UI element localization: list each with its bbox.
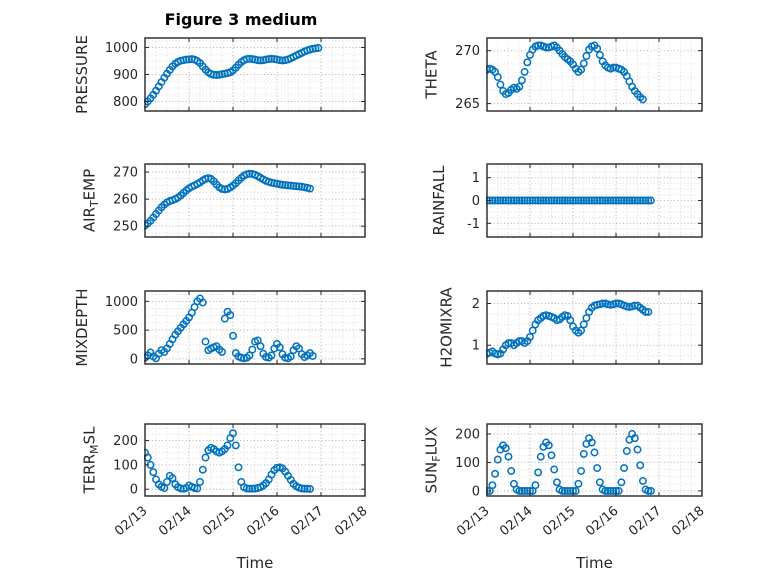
subplot-theta: 265 270 THETA — [423, 37, 703, 112]
x-tick-label: 02/13 — [112, 504, 150, 540]
x-tick-label: 02/18 — [332, 504, 370, 540]
y-tick-label: 900 — [113, 68, 138, 83]
x-tick-label: 02/14 — [156, 504, 194, 540]
subplot-h2omixra: 1 2 H2OMIXRA — [438, 287, 703, 368]
subplot-mixdepth: 0 500 1000 MIXDEPTH — [73, 288, 366, 367]
x-tick-label: 02/16 — [244, 504, 282, 540]
x-tick-label: 02/13 — [454, 504, 492, 540]
figure-title: Figure 3 medium — [164, 10, 318, 29]
y-axis-label-pressure: PRESSURE — [73, 35, 91, 114]
x-tick-label: 02/16 — [583, 504, 621, 540]
subplot-rainfall: -1 0 1 RAINFALL — [430, 163, 703, 238]
y-axis-label-mixdepth: MIXDEPTH — [73, 288, 91, 366]
y-tick-label: 0 — [130, 483, 138, 498]
y-tick-label: 250 — [113, 220, 138, 235]
y-tick-label: 1000 — [105, 41, 138, 56]
y-tick-label: 0 — [472, 194, 480, 209]
series-airtemp — [144, 169, 314, 230]
y-axis-label-sunflux: SUNFLUX — [423, 427, 444, 494]
subplot-pressure: 800 900 1000 PRESSURE — [73, 35, 366, 114]
y-tick-label: 500 — [113, 324, 138, 339]
subplot-airtemp: 250 260 270 AIRTEMP — [81, 163, 366, 238]
x-tick-label: 02/15 — [540, 504, 578, 540]
series-mixdepth — [144, 294, 317, 363]
x-tick-label: 02/17 — [288, 504, 326, 540]
x-tick-label: 02/15 — [200, 504, 238, 540]
y-tick-label: 0 — [130, 352, 138, 367]
y-tick-label: 100 — [455, 456, 480, 471]
y-axis-label-theta: THETA — [423, 50, 441, 100]
y-tick-label: 270 — [455, 44, 480, 59]
series-terrmsl — [144, 429, 314, 493]
y-tick-label: 265 — [455, 97, 480, 112]
y-tick-label: 1 — [472, 339, 480, 354]
x-axis-label: Time — [575, 554, 613, 572]
y-tick-label: 800 — [113, 95, 138, 110]
series-theta — [486, 41, 647, 104]
x-tick-label: 02/14 — [497, 504, 535, 540]
y-tick-label: 0 — [472, 484, 480, 499]
y-tick-label: 270 — [113, 166, 138, 181]
subplot-sunflux: 0 100 200 SUNFLUX 02/13 02/14 02/15 02/16 02/17 0… — [423, 423, 708, 572]
y-axis-label-rainfall: RAINFALL — [430, 165, 448, 236]
y-tick-label: 1 — [472, 171, 480, 186]
series-h2omixra — [486, 299, 653, 359]
x-tick-label: 02/18 — [669, 504, 707, 540]
y-axis-label-airtemp: AIRTEMP — [81, 169, 102, 232]
series-rainfall — [486, 196, 655, 205]
subplot-terrmsl: 0 100 200 TERRMSL 02/13 02/14 02/15 02/16 02/17 0… — [81, 423, 371, 572]
y-tick-label: 100 — [113, 458, 138, 473]
y-tick-label: 1000 — [105, 295, 138, 310]
y-tick-label: 200 — [455, 427, 480, 442]
y-axis-label-h2omixra: H2OMIXRA — [438, 287, 456, 368]
y-tick-label: 260 — [113, 193, 138, 208]
x-axis-label: Time — [236, 554, 274, 572]
series-sunflux — [486, 430, 655, 495]
y-tick-label: 200 — [113, 434, 138, 449]
x-tick-label: 02/17 — [626, 504, 664, 540]
y-tick-label: -1 — [467, 217, 480, 232]
y-tick-label: 2 — [472, 297, 480, 312]
y-axis-label-terrmsl: TERRMSL — [81, 426, 102, 495]
